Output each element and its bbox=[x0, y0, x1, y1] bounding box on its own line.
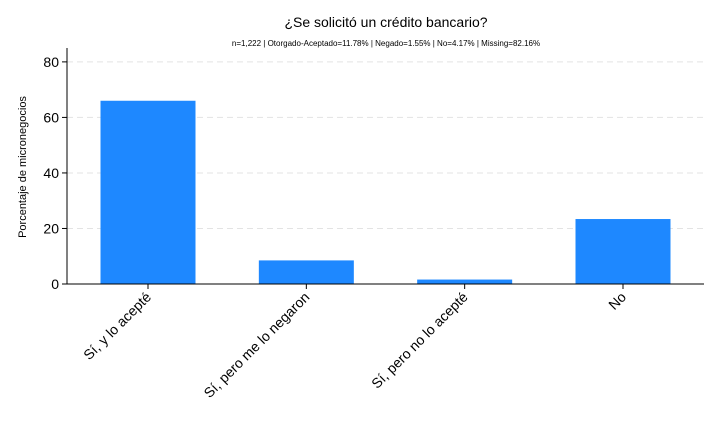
x-tick-label-2: Sí, pero me lo negaron bbox=[200, 289, 312, 401]
x-tick-label-1: Sí, y lo acepté bbox=[80, 289, 154, 363]
chart-title: ¿Se solicitó un crédito bancario? bbox=[284, 14, 487, 30]
bar-3 bbox=[417, 279, 513, 284]
bar-2 bbox=[258, 260, 354, 284]
axis-layer bbox=[62, 48, 704, 289]
x-tick-label-4: No bbox=[605, 289, 629, 313]
bar-layer bbox=[100, 100, 671, 285]
y-tick-label-60: 60 bbox=[43, 109, 59, 125]
y-tick-label-40: 40 bbox=[43, 165, 59, 181]
y-tick-label-0: 0 bbox=[51, 276, 59, 292]
y-axis-label: Porcentaje de micronegocios bbox=[17, 96, 29, 238]
ytick-layer: 0 20 40 60 80 bbox=[43, 54, 59, 292]
xtick-layer: Sí, y lo acepté Sí, pero me lo negaron Sí,… bbox=[80, 289, 629, 401]
x-tick-label-3: Sí, pero no lo acepté bbox=[368, 289, 471, 392]
bar-1 bbox=[100, 100, 196, 285]
bar-4 bbox=[575, 219, 671, 284]
chart-subtitle: n=1,222 | Otorgado-Aceptado=11.78% | Neg… bbox=[232, 39, 540, 48]
y-tick-label-80: 80 bbox=[43, 54, 59, 70]
y-tick-label-20: 20 bbox=[43, 220, 59, 236]
